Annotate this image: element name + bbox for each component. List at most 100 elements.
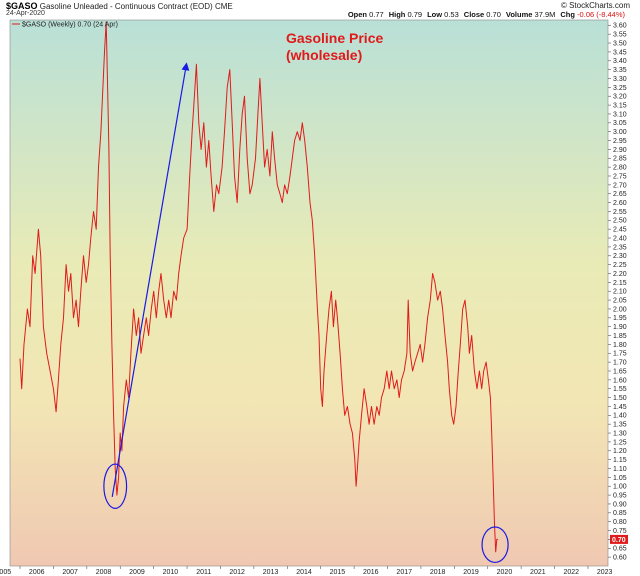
x-tick-label: 2005 <box>0 569 11 576</box>
y-tick-label: 2.20 <box>613 271 627 278</box>
y-tick-label: 1.40 <box>613 413 627 420</box>
y-tick-label: 2.65 <box>613 191 627 198</box>
legend-label: $GASO (Weekly) 0.70 (24 Apr) <box>22 22 118 29</box>
y-tick-label: 2.10 <box>613 289 627 296</box>
y-tick-label: 2.05 <box>613 297 627 304</box>
x-tick-label: 2017 <box>396 569 412 576</box>
price-stats: Open 0.77 High 0.79 Low 0.53 Close 0.70 Volu… <box>348 10 630 19</box>
brand-logo: © StockCharts.com <box>560 1 630 10</box>
y-tick-label: 1.65 <box>613 368 627 375</box>
x-tick-label: 2018 <box>430 569 446 576</box>
y-tick-label: 2.40 <box>613 235 627 242</box>
stat-label: Close <box>463 10 487 19</box>
x-tick-label: 2021 <box>530 569 546 576</box>
x-tick-label: 2022 <box>563 569 579 576</box>
y-tick-label: 1.95 <box>613 315 627 322</box>
x-tick-label: 2014 <box>296 569 312 576</box>
chart-header: $GASO Gasoline Unleaded - Continuous Con… <box>0 0 640 20</box>
exchange: CME <box>214 2 233 11</box>
x-tick-label: 2019 <box>463 569 479 576</box>
stat-value: -0.06 (-8.44%) <box>577 10 625 19</box>
y-tick-label: 0.65 <box>613 546 627 553</box>
stat-label: Volume <box>505 10 535 19</box>
y-tick-label: 3.30 <box>613 76 627 83</box>
y-tick-label: 2.30 <box>613 253 627 260</box>
y-tick-label: 2.60 <box>613 200 627 207</box>
x-tick-label: 2016 <box>363 569 379 576</box>
trend-arrow <box>111 62 190 497</box>
x-tick-label: 2007 <box>62 569 78 576</box>
plot-area <box>9 19 609 567</box>
x-tick-label: 2023 <box>597 569 613 576</box>
chart-title: (wholesale) <box>286 47 362 63</box>
y-tick-label: 0.90 <box>613 501 627 508</box>
y-tick-label: 1.00 <box>613 484 627 491</box>
y-tick-label: 1.60 <box>613 377 627 384</box>
last-value-label: 0.70 <box>612 537 626 544</box>
x-tick-label: 2012 <box>229 569 245 576</box>
y-tick-label: 1.20 <box>613 448 627 455</box>
series-line <box>19 21 499 553</box>
y-tick-label: 3.10 <box>613 111 627 118</box>
symbol-line: $GASO Gasoline Unleaded - Continuous Con… <box>6 1 233 11</box>
y-tick-label: 1.80 <box>613 342 627 349</box>
y-tick-label: 1.85 <box>613 333 627 340</box>
y-tick-label: 3.40 <box>613 58 627 65</box>
stat-value: 0.79 <box>407 10 423 19</box>
symbol: $GASO <box>6 1 38 11</box>
y-tick-label: 3.55 <box>613 32 627 39</box>
y-tick-label: 3.20 <box>613 94 627 101</box>
stat-value: 0.53 <box>444 10 459 19</box>
x-tick-label: 2015 <box>330 569 346 576</box>
y-tick-label: 3.05 <box>613 120 627 127</box>
y-tick-label: 2.85 <box>613 156 627 163</box>
y-tick-label: 1.35 <box>613 422 627 429</box>
y-tick-label: 1.45 <box>613 404 627 411</box>
y-tick-label: 2.25 <box>613 262 627 269</box>
y-tick-label: 2.90 <box>613 147 627 154</box>
legend: $GASO (Weekly) 0.70 (24 Apr) <box>12 22 118 29</box>
y-tick-label: 3.00 <box>613 129 627 136</box>
highlight-circle <box>103 463 128 509</box>
highlight-circle <box>481 526 509 564</box>
y-tick-label: 1.05 <box>613 475 627 482</box>
chart-date: 24-Apr-2020 <box>6 10 45 17</box>
y-tick-label: 2.70 <box>613 182 627 189</box>
chart-title: Gasoline Price <box>286 30 383 46</box>
y-tick-label: 1.15 <box>613 457 627 464</box>
y-tick-label: 2.80 <box>613 165 627 172</box>
y-tick-label: 2.00 <box>613 306 627 313</box>
x-tick-label: 2006 <box>29 569 45 576</box>
y-tick-label: 0.75 <box>613 528 627 535</box>
y-tick-label: 0.95 <box>613 492 627 499</box>
stat-value: 0.77 <box>369 10 384 19</box>
y-tick-label: 3.60 <box>613 23 627 30</box>
y-tick-label: 1.55 <box>613 386 627 393</box>
y-tick-label: 1.90 <box>613 324 627 331</box>
y-tick-label: 2.55 <box>613 209 627 216</box>
y-tick-label: 1.25 <box>613 439 627 446</box>
stat-value: 37.9M <box>534 10 556 19</box>
y-tick-label: 2.45 <box>613 227 627 234</box>
y-tick-label: 2.75 <box>613 173 627 180</box>
y-tick-label: 1.50 <box>613 395 627 402</box>
stat-label: High <box>388 10 408 19</box>
y-tick-label: 3.50 <box>613 40 627 47</box>
x-tick-label: 2008 <box>96 569 112 576</box>
x-tick-label: 2013 <box>263 569 279 576</box>
y-tick-label: 2.15 <box>613 280 627 287</box>
y-tick-label: 1.10 <box>613 466 627 473</box>
y-tick-label: 3.15 <box>613 102 627 109</box>
y-tick-label: 2.95 <box>613 138 627 145</box>
y-tick-label: 1.30 <box>613 430 627 437</box>
symbol-description: Gasoline Unleaded - Continuous Contract … <box>39 2 213 11</box>
x-tick-label: 2009 <box>129 569 145 576</box>
x-tick-label: 2020 <box>497 569 513 576</box>
y-tick-label: 0.85 <box>613 510 627 517</box>
last-value-badge <box>610 534 628 544</box>
y-tick-label: 1.70 <box>613 360 627 367</box>
y-tick-label: 2.35 <box>613 244 627 251</box>
x-tick-label: 2011 <box>196 569 211 576</box>
y-tick-label: 3.25 <box>613 85 627 92</box>
